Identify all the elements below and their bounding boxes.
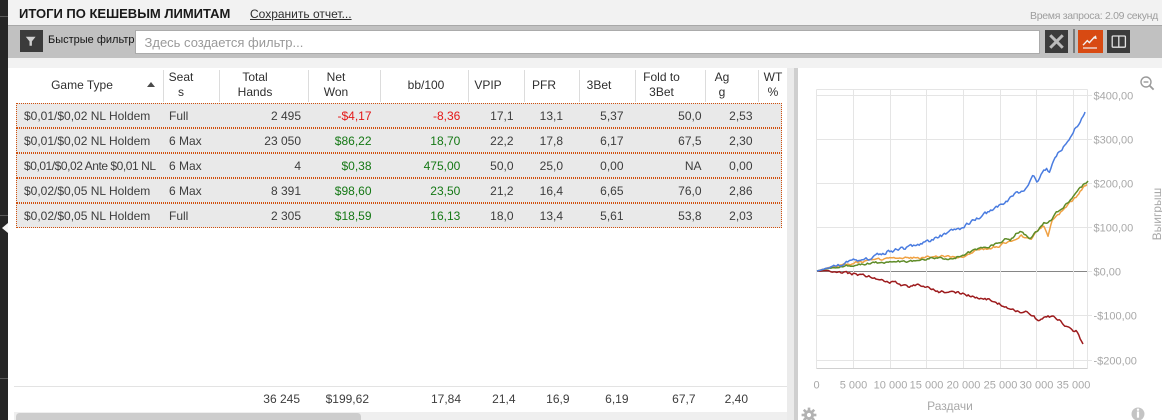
svg-text:30 000: 30 000 [1020, 380, 1054, 392]
svg-text:$0,00: $0,00 [1094, 267, 1122, 279]
svg-text:35 000: 35 000 [1057, 380, 1091, 392]
svg-text:$400,00: $400,00 [1094, 91, 1134, 103]
svg-text:Выигрыш: Выигрыш [1150, 188, 1162, 241]
svg-text:0: 0 [813, 380, 819, 392]
svg-text:10 000: 10 000 [874, 380, 908, 392]
svg-text:$100,00: $100,00 [1094, 223, 1134, 235]
svg-text:$200,00: $200,00 [1094, 179, 1134, 191]
svg-text:15 000: 15 000 [910, 380, 944, 392]
svg-text:20 000: 20 000 [947, 380, 981, 392]
svg-text:-$200,00: -$200,00 [1094, 356, 1137, 368]
svg-text:$300,00: $300,00 [1094, 135, 1134, 147]
svg-text:Раздачи: Раздачи [927, 399, 973, 413]
svg-text:25 000: 25 000 [984, 380, 1018, 392]
svg-text:5 000: 5 000 [840, 380, 868, 392]
svg-text:-$100,00: -$100,00 [1094, 311, 1137, 323]
